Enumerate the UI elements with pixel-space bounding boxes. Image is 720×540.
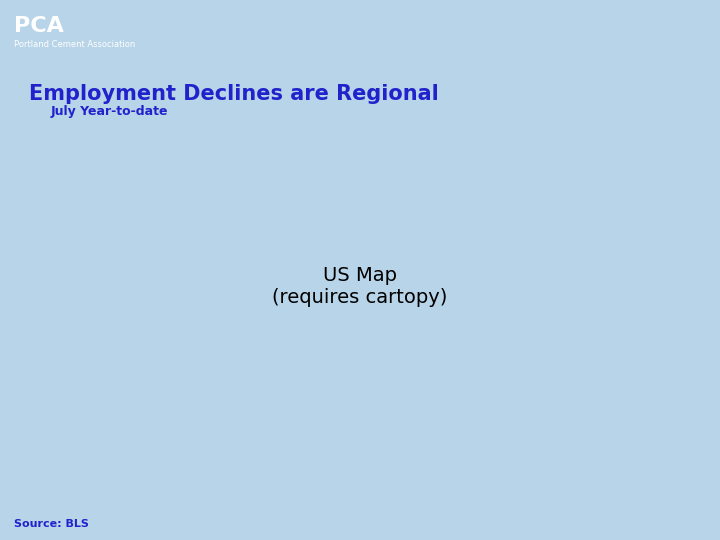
Text: Source: BLS: Source: BLS: [14, 519, 89, 529]
Text: July Year-to-date: July Year-to-date: [50, 105, 168, 118]
Text: Employment Declines are Regional: Employment Declines are Regional: [29, 84, 438, 104]
Text: PCA: PCA: [14, 16, 64, 36]
Text: US Map
(requires cartopy): US Map (requires cartopy): [272, 266, 448, 307]
Text: Portland Cement Association: Portland Cement Association: [14, 39, 135, 49]
